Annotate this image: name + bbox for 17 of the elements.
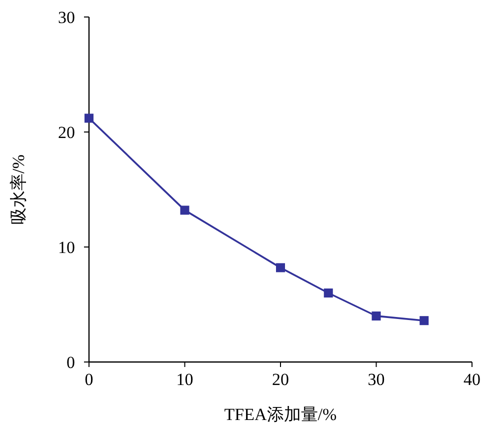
x-axis-title: TFEA添加量/% [224,405,337,424]
point [84,114,94,123]
point [372,312,381,320]
y-tick-label: 30 [58,8,75,27]
point [324,288,333,298]
point [276,263,285,272]
x-tick-label: 30 [368,370,385,389]
y-tick-label: 0 [66,353,75,372]
x-tick-label: 20 [272,370,289,389]
x-tick-label: 0 [84,370,94,389]
point [420,316,429,326]
y-tick-label: 20 [58,123,75,142]
point [180,206,190,215]
x-tick-label: 10 [176,370,194,389]
x-tick-label: 40 [464,370,480,389]
y-axis-title: 吸水率/% [9,154,28,224]
y-tick-label: 10 [58,238,75,257]
